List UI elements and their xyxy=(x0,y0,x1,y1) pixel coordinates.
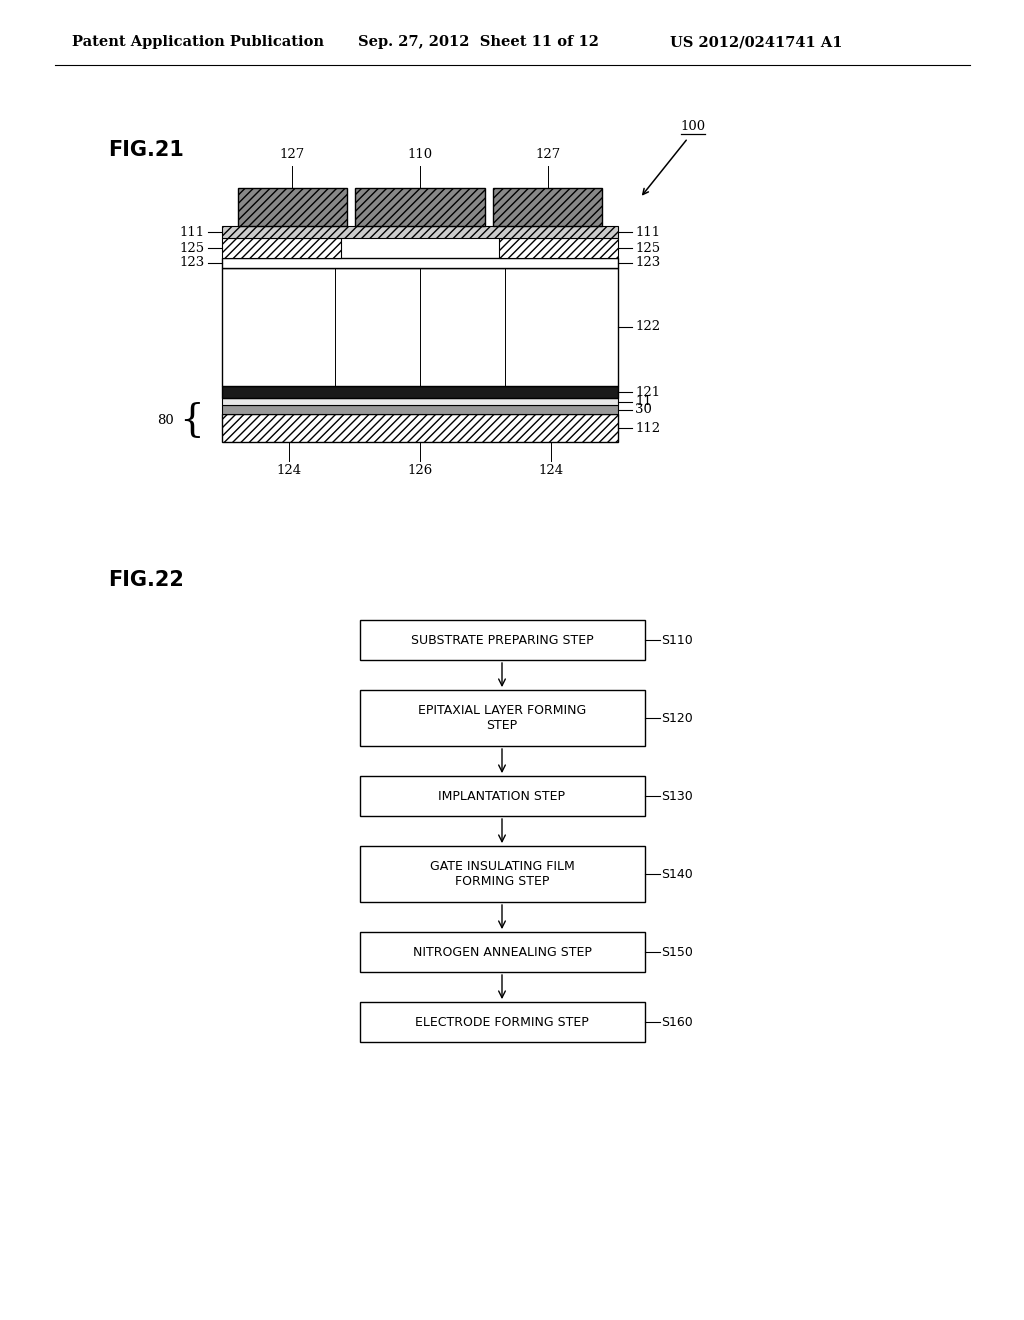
Bar xyxy=(494,187,602,226)
Text: S120: S120 xyxy=(662,711,693,725)
Text: 110: 110 xyxy=(408,148,432,161)
Text: 122: 122 xyxy=(635,321,660,334)
Bar xyxy=(222,399,618,405)
Text: S110: S110 xyxy=(662,634,693,647)
Text: S150: S150 xyxy=(662,945,693,958)
Text: 124: 124 xyxy=(539,465,563,477)
Bar xyxy=(222,226,618,238)
Text: IMPLANTATION STEP: IMPLANTATION STEP xyxy=(438,789,565,803)
Text: FIG.21: FIG.21 xyxy=(108,140,184,160)
Text: 127: 127 xyxy=(536,148,560,161)
Text: S130: S130 xyxy=(662,789,693,803)
Text: FIG.22: FIG.22 xyxy=(108,570,184,590)
Bar xyxy=(238,187,347,226)
Bar xyxy=(222,268,618,385)
Text: 125: 125 xyxy=(635,242,660,255)
Text: 80: 80 xyxy=(158,413,174,426)
Text: NITROGEN ANNEALING STEP: NITROGEN ANNEALING STEP xyxy=(413,945,592,958)
Text: 111: 111 xyxy=(180,226,205,239)
Text: 11: 11 xyxy=(635,395,651,408)
Bar xyxy=(500,238,618,257)
Bar xyxy=(222,405,618,414)
Text: 112: 112 xyxy=(635,421,660,434)
Text: ELECTRODE FORMING STEP: ELECTRODE FORMING STEP xyxy=(415,1015,589,1028)
Text: SUBSTRATE PREPARING STEP: SUBSTRATE PREPARING STEP xyxy=(411,634,593,647)
Text: Patent Application Publication: Patent Application Publication xyxy=(72,36,324,49)
Text: S160: S160 xyxy=(662,1015,693,1028)
Bar xyxy=(359,690,644,746)
Bar xyxy=(359,620,644,660)
Bar xyxy=(222,257,618,268)
Text: EPITAXIAL LAYER FORMING
STEP: EPITAXIAL LAYER FORMING STEP xyxy=(418,704,586,733)
Text: {: { xyxy=(179,401,205,438)
Bar xyxy=(222,414,618,442)
Bar xyxy=(354,187,485,226)
Text: GATE INSULATING FILM
FORMING STEP: GATE INSULATING FILM FORMING STEP xyxy=(430,861,574,888)
Bar xyxy=(222,385,618,399)
Text: 126: 126 xyxy=(408,465,432,477)
Bar xyxy=(359,776,644,816)
Text: 30: 30 xyxy=(635,403,652,416)
Text: 123: 123 xyxy=(635,256,660,269)
Text: 125: 125 xyxy=(180,242,205,255)
Text: 123: 123 xyxy=(180,256,205,269)
Text: 121: 121 xyxy=(635,385,660,399)
Text: S140: S140 xyxy=(662,867,693,880)
Text: 124: 124 xyxy=(276,465,302,477)
Text: 127: 127 xyxy=(280,148,305,161)
Bar xyxy=(222,238,341,257)
Text: 100: 100 xyxy=(680,120,706,133)
Bar xyxy=(359,846,644,902)
Text: Sep. 27, 2012  Sheet 11 of 12: Sep. 27, 2012 Sheet 11 of 12 xyxy=(358,36,599,49)
Bar xyxy=(359,1002,644,1041)
Text: 111: 111 xyxy=(635,226,660,239)
Bar xyxy=(359,932,644,972)
Text: US 2012/0241741 A1: US 2012/0241741 A1 xyxy=(670,36,843,49)
